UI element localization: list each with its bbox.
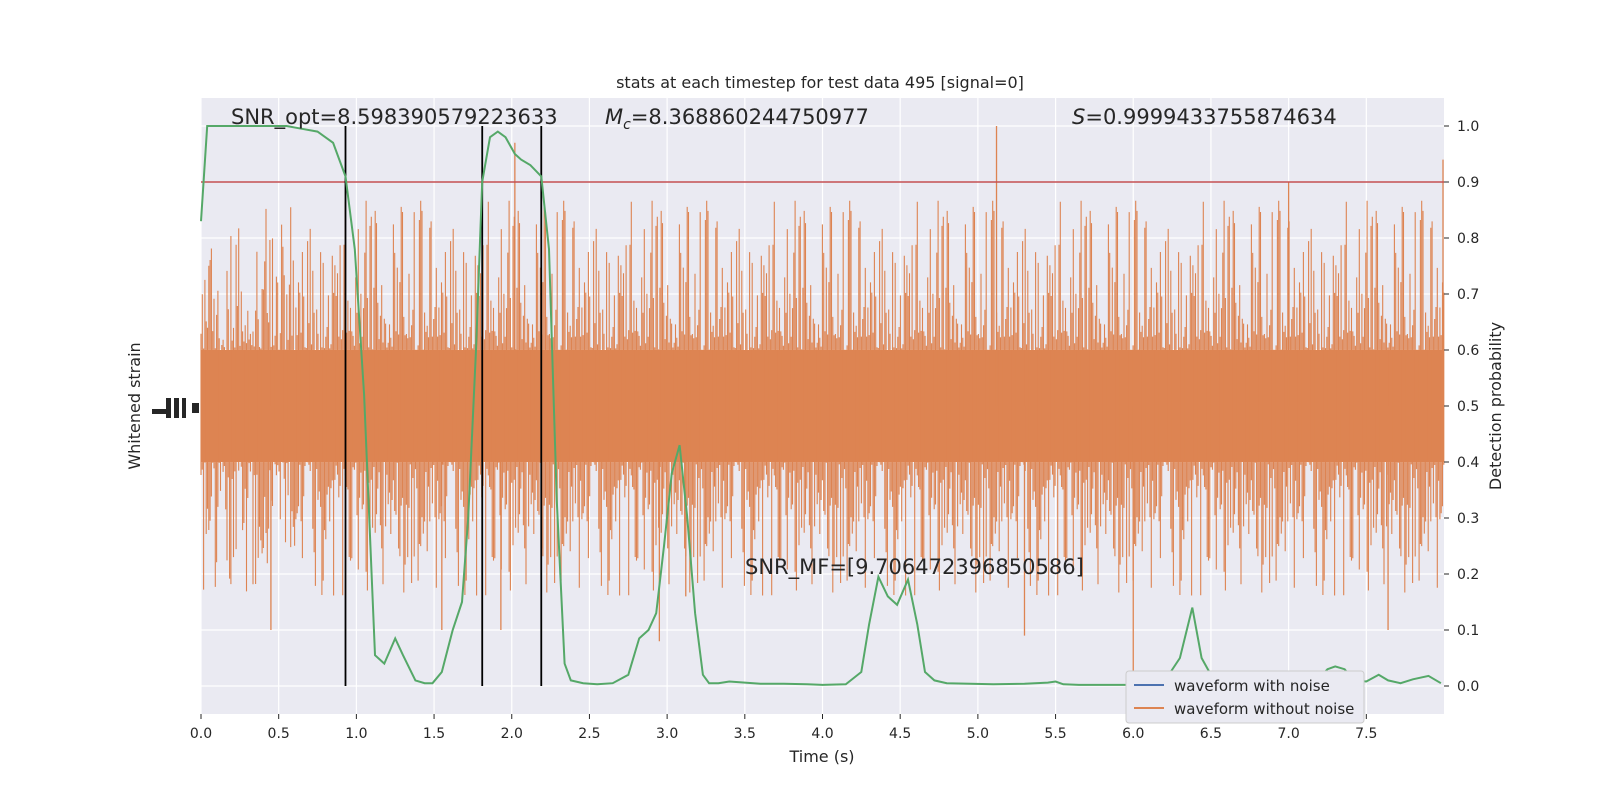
x-tick-label: 2.0 bbox=[501, 726, 523, 742]
x-tick-label: 5.5 bbox=[1044, 726, 1066, 742]
y-axis-label-right: Detection probability bbox=[1486, 322, 1505, 490]
legend-label-clean: waveform without noise bbox=[1174, 700, 1354, 718]
x-tick-label: 1.5 bbox=[423, 726, 445, 742]
x-tick-label: 0.5 bbox=[268, 726, 290, 742]
x-tick-label: 4.0 bbox=[811, 726, 833, 742]
y-tick-label-right: 0.6 bbox=[1457, 343, 1479, 359]
axis-ticks: 0.0 0.5 1.0 1.5 2.0 2.5 3.0 3.5 4.0 4.5 5.0 5.5 6.0 6… bbox=[190, 119, 1479, 742]
mc-subscript: c bbox=[623, 117, 631, 133]
annotation-snr-opt: SNR_opt=8.598390579223633 bbox=[231, 105, 558, 130]
y-tick-label-right: 0.5 bbox=[1457, 399, 1479, 415]
y-tick-label-right: 1.0 bbox=[1457, 119, 1479, 135]
legend-box bbox=[1125, 670, 1365, 724]
y-tick-label-right: 0.9 bbox=[1457, 175, 1479, 191]
vertical-markers bbox=[344, 126, 543, 686]
legend: waveform with noise waveform without noi… bbox=[1125, 670, 1365, 724]
probability-curve bbox=[200, 125, 1442, 686]
annotation-mc: Mc=8.368860244750977 bbox=[605, 105, 869, 133]
annotation-s: S=0.9999433755874634 bbox=[1072, 105, 1337, 129]
annotation-snr-mf: SNR_MF=[9.706472396850586] bbox=[745, 555, 1084, 580]
x-tick-label: 4.5 bbox=[889, 726, 911, 742]
legend-label-noise: waveform with noise bbox=[1174, 677, 1330, 695]
x-tick-label: 3.5 bbox=[734, 726, 756, 742]
strain-spikes bbox=[200, 200, 1445, 596]
x-tick-label: 6.5 bbox=[1200, 726, 1222, 742]
x-tick-label: 7.0 bbox=[1277, 726, 1299, 742]
x-tick-label: 3.0 bbox=[656, 726, 678, 742]
y-axis-label-left: Whitened strain bbox=[125, 342, 144, 469]
s-value: =0.9999433755874634 bbox=[1085, 105, 1336, 129]
strain-band bbox=[200, 126, 1445, 686]
y-tick-label-right: 0.8 bbox=[1457, 231, 1479, 247]
y-tick-label-right: 0.0 bbox=[1457, 679, 1479, 695]
y-tick-label-right: 0.4 bbox=[1457, 455, 1479, 471]
x-tick-label: 6.0 bbox=[1122, 726, 1144, 742]
x-tick-label: 5.0 bbox=[967, 726, 989, 742]
x-tick-label: 7.5 bbox=[1355, 726, 1377, 742]
s-symbol: S bbox=[1072, 105, 1085, 129]
x-tick-label: 0.0 bbox=[190, 726, 212, 742]
y-tick-label-right: 0.7 bbox=[1457, 287, 1479, 303]
mc-value: =8.368860244750977 bbox=[631, 105, 869, 129]
x-tick-label: 2.5 bbox=[578, 726, 600, 742]
y-tick-label-right: 0.3 bbox=[1457, 511, 1479, 527]
y-tick-label-right: 0.1 bbox=[1457, 623, 1479, 639]
x-tick-label: 1.0 bbox=[345, 726, 367, 742]
chart-title: stats at each timestep for test data 495… bbox=[616, 73, 1024, 92]
detection-probability-line bbox=[200, 125, 1442, 686]
x-axis-label: Time (s) bbox=[788, 747, 854, 766]
mc-symbol: M bbox=[605, 105, 623, 129]
left-tick-cluster bbox=[152, 398, 199, 418]
y-tick-label-right: 0.2 bbox=[1457, 567, 1479, 583]
